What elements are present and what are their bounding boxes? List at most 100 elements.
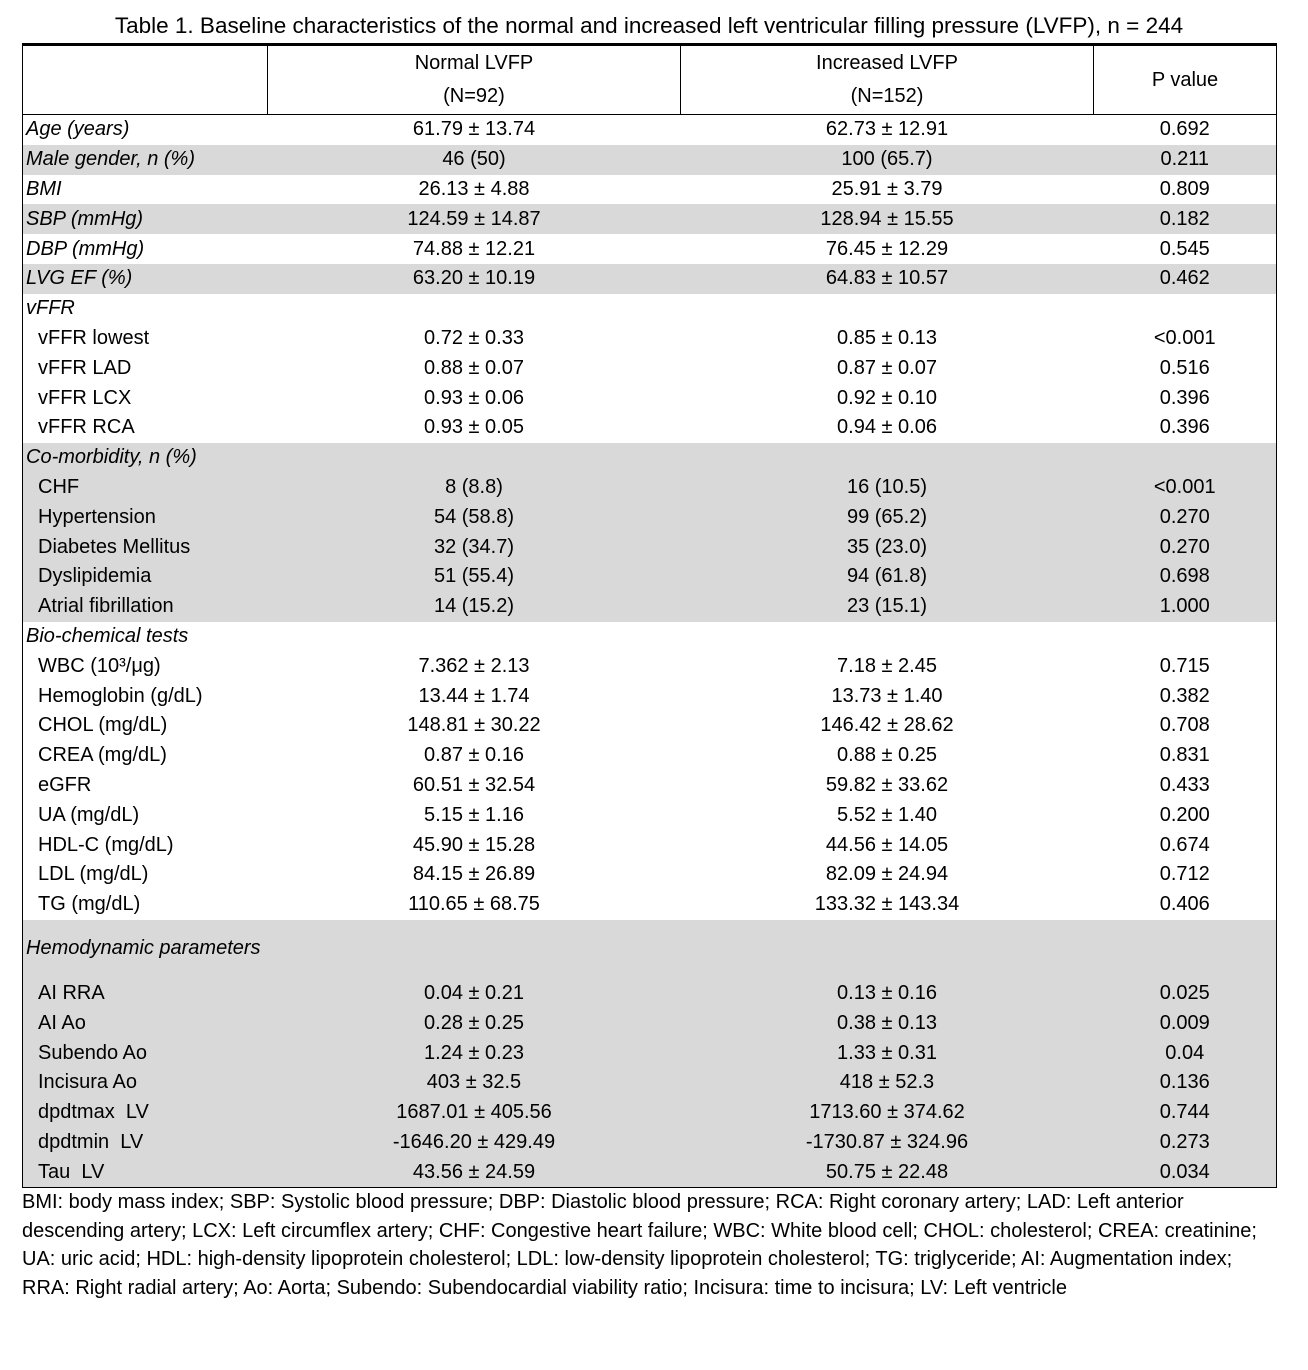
table-row: dpdtmin LV -1646.20 ± 429.49 -1730.87 ± 32… — [22, 1127, 1277, 1158]
row-label: Dyslipidemia — [22, 561, 268, 592]
increased-lvfp-value: 0.87 ± 0.07 — [837, 356, 937, 379]
p-value: 0.396 — [1093, 383, 1277, 413]
increased-lvfp-value: 1713.60 ± 374.62 — [680, 1097, 1094, 1128]
normal-lvfp-value: 84.15 ± 26.89 — [412, 863, 536, 886]
header-increased-title: Increased LVFP — [816, 52, 958, 74]
baseline-table: Normal LVFP (N=92) Increased LVFP (N=152… — [22, 43, 1277, 1189]
p-value: 0.809 — [1093, 174, 1277, 205]
increased-lvfp-value: 128.94 ± 15.55 — [680, 204, 1094, 235]
header-increased-lvfp: Increased LVFP (N=152) — [680, 43, 1094, 115]
normal-lvfp-value: 63.20 ± 10.19 — [267, 263, 681, 294]
normal-lvfp-value: 148.81 ± 30.22 — [407, 714, 541, 737]
row-label: dpdtmin LV — [22, 1127, 268, 1158]
table-row: Dyslipidemia 51 (55.4) 94 (61.8) 0.698 — [22, 561, 1277, 592]
p-value: 0.462 — [1093, 263, 1277, 294]
table-row: Bio-chemical tests — [22, 621, 1277, 652]
increased-lvfp-value: 133.32 ± 143.34 — [814, 893, 960, 916]
table-row: Hemodynamic parameters — [22, 919, 1277, 979]
row-label: SBP (mmHg) — [22, 204, 268, 235]
header-normal-n: (N=92) — [443, 85, 505, 107]
increased-lvfp-value: 0.88 ± 0.25 — [837, 744, 937, 767]
row-label: HDL-C (mg/dL) — [22, 830, 268, 860]
table-footnote: BMI: body mass index; SBP: Systolic bloo… — [22, 1191, 1257, 1299]
table-row: Tau LV 43.56 ± 24.59 50.75 ± 22.48 0.034 — [22, 1157, 1277, 1189]
p-value: 0.396 — [1093, 412, 1277, 443]
p-value: 0.273 — [1093, 1127, 1277, 1158]
p-value: 0.715 — [1093, 651, 1277, 682]
header-p-value: P value — [1093, 43, 1277, 115]
normal-lvfp-value: 110.65 ± 68.75 — [408, 893, 540, 916]
increased-lvfp-value — [681, 294, 1094, 324]
row-label: vFFR LCX — [22, 383, 268, 413]
normal-lvfp-value: 1.24 ± 0.23 — [267, 1038, 681, 1068]
normal-lvfp-value: 0.88 ± 0.07 — [424, 356, 524, 379]
table-row: HDL-C (mg/dL) 45.90 ± 15.28 44.56 ± 14.05 0… — [22, 830, 1277, 860]
normal-lvfp-value: 54 (58.8) — [267, 502, 681, 533]
p-value: 0.136 — [1093, 1067, 1277, 1098]
increased-lvfp-value: 35 (23.0) — [680, 532, 1094, 562]
increased-lvfp-value: -1730.87 ± 324.96 — [680, 1127, 1094, 1158]
normal-lvfp-value: 74.88 ± 12.21 — [412, 237, 536, 260]
p-value: 0.744 — [1093, 1097, 1277, 1128]
row-label: Subendo Ao — [22, 1038, 268, 1068]
p-value: 0.182 — [1093, 204, 1277, 235]
increased-lvfp-value — [680, 919, 1094, 979]
normal-lvfp-value: 8 (8.8) — [267, 472, 681, 503]
p-value: 0.04 — [1093, 1038, 1277, 1068]
increased-lvfp-value: 418 ± 52.3 — [680, 1067, 1094, 1098]
row-label: DBP (mmHg) — [22, 234, 268, 264]
row-label: Co-morbidity, n (%) — [22, 442, 268, 473]
table-row: LVG EF (%) 63.20 ± 10.19 64.83 ± 10.57 0.46… — [22, 263, 1277, 294]
normal-lvfp-value: 32 (34.7) — [267, 532, 681, 562]
table-row: vFFR lowest 0.72 ± 0.33 0.85 ± 0.13 <0.001 — [22, 323, 1277, 354]
table-row: Age (years) 61.79 ± 13.74 62.73 ± 12.91 0.6… — [22, 113, 1277, 145]
p-value: 0.406 — [1093, 889, 1277, 920]
normal-lvfp-value: 45.90 ± 15.28 — [412, 833, 536, 856]
normal-lvfp-value: 0.93 ± 0.06 — [424, 386, 524, 409]
increased-lvfp-value: 13.73 ± 1.40 — [831, 684, 943, 707]
header-row: Normal LVFP (N=92) Increased LVFP (N=152… — [22, 43, 1277, 115]
increased-lvfp-value: 0.92 ± 0.10 — [837, 386, 937, 409]
row-label: vFFR — [22, 293, 268, 324]
row-label: CREA (mg/dL) — [22, 740, 268, 771]
p-value: 0.692 — [1093, 113, 1277, 145]
normal-lvfp-value: 26.13 ± 4.88 — [418, 177, 530, 200]
table-row: UA (mg/dL) 5.15 ± 1.16 5.52 ± 1.40 0.200 — [22, 800, 1277, 831]
row-label: UA (mg/dL) — [22, 800, 268, 831]
table-title: Table 1. Baseline characteristics of the… — [114, 13, 1184, 38]
row-label: Atrial fibrillation — [22, 591, 268, 622]
header-increased-n: (N=152) — [850, 85, 924, 107]
p-value: 0.270 — [1093, 532, 1277, 562]
table-row: vFFR — [22, 293, 1277, 324]
p-value — [1093, 293, 1277, 324]
p-value: <0.001 — [1093, 323, 1277, 354]
table-row: eGFR 60.51 ± 32.54 59.82 ± 33.62 0.433 — [22, 770, 1277, 801]
increased-lvfp-value: 146.42 ± 28.62 — [820, 714, 954, 737]
p-value: 0.200 — [1093, 800, 1277, 831]
normal-lvfp-value — [267, 442, 681, 473]
increased-lvfp-value: 16 (10.5) — [680, 472, 1094, 503]
row-label: Male gender, n (%) — [22, 144, 268, 175]
p-value — [1093, 621, 1277, 652]
normal-lvfp-value: 51 (55.4) — [267, 561, 681, 592]
table-row: Subendo Ao 1.24 ± 0.23 1.33 ± 0.31 0.04 — [22, 1038, 1277, 1068]
table-row: Diabetes Mellitus 32 (34.7) 35 (23.0) 0.270 — [22, 532, 1277, 562]
row-label: WBC (10³/μg) — [22, 651, 268, 682]
table-row: vFFR LCX 0.93 ± 0.06 0.92 ± 0.10 0.396 — [22, 383, 1277, 413]
table-row: Hypertension 54 (58.8) 99 (65.2) 0.270 — [22, 502, 1277, 533]
increased-lvfp-value — [681, 622, 1094, 652]
table-row: SBP (mmHg) 124.59 ± 14.87 128.94 ± 15.55 0.… — [22, 204, 1277, 235]
p-value: 0.712 — [1093, 859, 1277, 890]
normal-lvfp-value: 0.72 ± 0.33 — [424, 326, 524, 349]
normal-lvfp-value — [268, 294, 681, 324]
increased-lvfp-value: 94 (61.8) — [680, 561, 1094, 592]
table-row: LDL (mg/dL) 84.15 ± 26.89 82.09 ± 24.94 0.7… — [22, 859, 1277, 890]
normal-lvfp-value: -1646.20 ± 429.49 — [267, 1127, 681, 1158]
table-row: Co-morbidity, n (%) — [22, 442, 1277, 473]
increased-lvfp-value: 59.82 ± 33.62 — [825, 773, 949, 796]
increased-lvfp-value: 64.83 ± 10.57 — [680, 263, 1094, 294]
table-row: Incisura Ao 403 ± 32.5 418 ± 52.3 0.136 — [22, 1067, 1277, 1098]
normal-lvfp-value: 124.59 ± 14.87 — [267, 204, 681, 235]
table-row: CREA (mg/dL) 0.87 ± 0.16 0.88 ± 0.25 0.831 — [22, 740, 1277, 771]
row-label: Hypertension — [22, 502, 268, 533]
